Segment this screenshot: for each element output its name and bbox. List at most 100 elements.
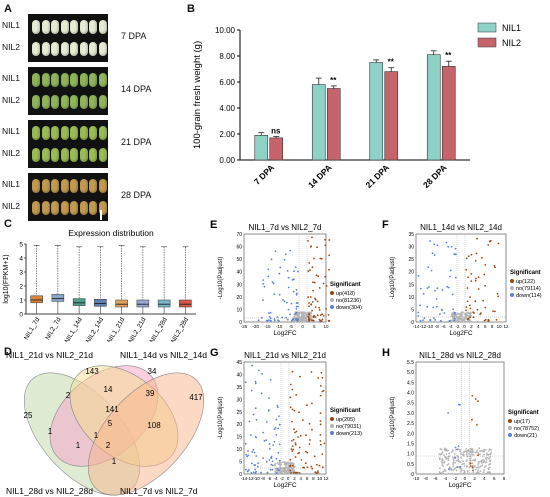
point-up — [298, 472, 301, 474]
point-down — [245, 453, 248, 456]
point-no — [462, 318, 465, 321]
point-down — [432, 306, 435, 309]
point-down — [457, 445, 460, 447]
y-tick-label: 0.5 — [407, 462, 414, 468]
point-no — [479, 470, 482, 473]
bar — [326, 88, 341, 161]
point-no — [303, 312, 306, 314]
grain-photo — [28, 173, 108, 221]
point-down — [441, 289, 444, 291]
point-no — [455, 469, 458, 472]
y-tick-label: 0.00 — [219, 156, 235, 165]
point-up — [465, 306, 468, 308]
point-up — [295, 430, 298, 433]
point-down — [252, 448, 255, 451]
point-down — [271, 468, 274, 471]
point-down — [297, 270, 299, 273]
point-up — [311, 301, 314, 303]
point-up — [328, 268, 330, 271]
point-up — [466, 318, 469, 321]
grain — [79, 126, 88, 140]
point-down — [456, 448, 458, 451]
point-up — [310, 465, 313, 468]
point-up — [302, 419, 304, 421]
point-down — [279, 266, 282, 269]
point-up — [497, 295, 500, 298]
point-down — [447, 245, 450, 248]
grain — [79, 179, 88, 193]
x-tick-label: 6 — [306, 476, 309, 481]
point-no — [465, 453, 468, 456]
point-down — [262, 282, 265, 285]
x-tick-label: -15 — [264, 324, 271, 329]
x-tick-label: 2 — [473, 476, 476, 481]
point-no — [474, 451, 477, 454]
stage-label: 14 DPA — [121, 84, 152, 94]
point-no — [441, 458, 444, 461]
grain — [98, 20, 107, 34]
point-no — [468, 312, 470, 314]
y-tick-label: 20 — [236, 422, 242, 428]
x-tick-label: NIL2_21d — [127, 316, 147, 342]
x-tick-label: -12 — [420, 324, 427, 329]
point-no — [471, 451, 473, 453]
point-down — [295, 311, 298, 314]
y-tick-label: 50 — [236, 257, 242, 263]
point-up — [298, 451, 300, 454]
x-tick-label: 8 — [503, 476, 506, 481]
point-no — [447, 463, 450, 465]
point-up — [319, 440, 322, 442]
point-down — [278, 459, 281, 462]
point-down — [268, 443, 271, 445]
point-up — [313, 455, 316, 458]
y-tick-label: 1.5 — [407, 441, 414, 447]
point-down — [255, 436, 257, 439]
point-up — [469, 462, 472, 465]
point-no — [477, 462, 480, 465]
point-up — [309, 439, 311, 441]
point-down — [419, 304, 421, 307]
point-down — [271, 460, 274, 463]
point-down — [451, 293, 454, 296]
grain — [98, 42, 107, 56]
point-down — [268, 397, 270, 399]
x-tick-label: 5 — [313, 324, 316, 329]
point-down — [269, 317, 272, 320]
venn-count: 2 — [66, 391, 71, 400]
point-up — [472, 316, 475, 319]
point-no — [478, 447, 481, 450]
point-up — [474, 279, 477, 282]
legend-label: NIL2 — [502, 38, 521, 48]
grain — [60, 201, 69, 215]
point-no — [475, 471, 478, 474]
point-down — [247, 454, 250, 457]
point-no — [459, 312, 462, 315]
point-no — [451, 472, 454, 475]
point-down — [266, 319, 269, 322]
point-down — [446, 285, 448, 288]
y-tick-label: 2.0 — [407, 431, 414, 437]
legend-up-label: up(122) — [516, 279, 535, 285]
grain — [60, 179, 69, 193]
point-no — [477, 464, 479, 466]
point-down — [454, 311, 456, 314]
grain — [51, 201, 59, 215]
point-up — [289, 465, 291, 468]
point-down — [283, 300, 286, 303]
point-no — [479, 465, 482, 468]
grain — [70, 95, 78, 109]
point-up — [470, 280, 473, 282]
plot-title: NIL1_14d vs NIL2_14d — [420, 223, 502, 232]
y-tick-label: 20 — [236, 295, 242, 301]
point-down — [439, 313, 441, 315]
point-down — [270, 455, 273, 458]
point-up — [306, 404, 308, 406]
point-no — [471, 462, 474, 465]
x-tick-label: -10 — [413, 476, 420, 481]
x-axis-label: Log2FC — [273, 482, 296, 489]
point-no — [445, 453, 448, 455]
point-down — [453, 313, 456, 315]
point-no — [443, 460, 446, 463]
y-tick-label: 1.0 — [407, 452, 414, 458]
